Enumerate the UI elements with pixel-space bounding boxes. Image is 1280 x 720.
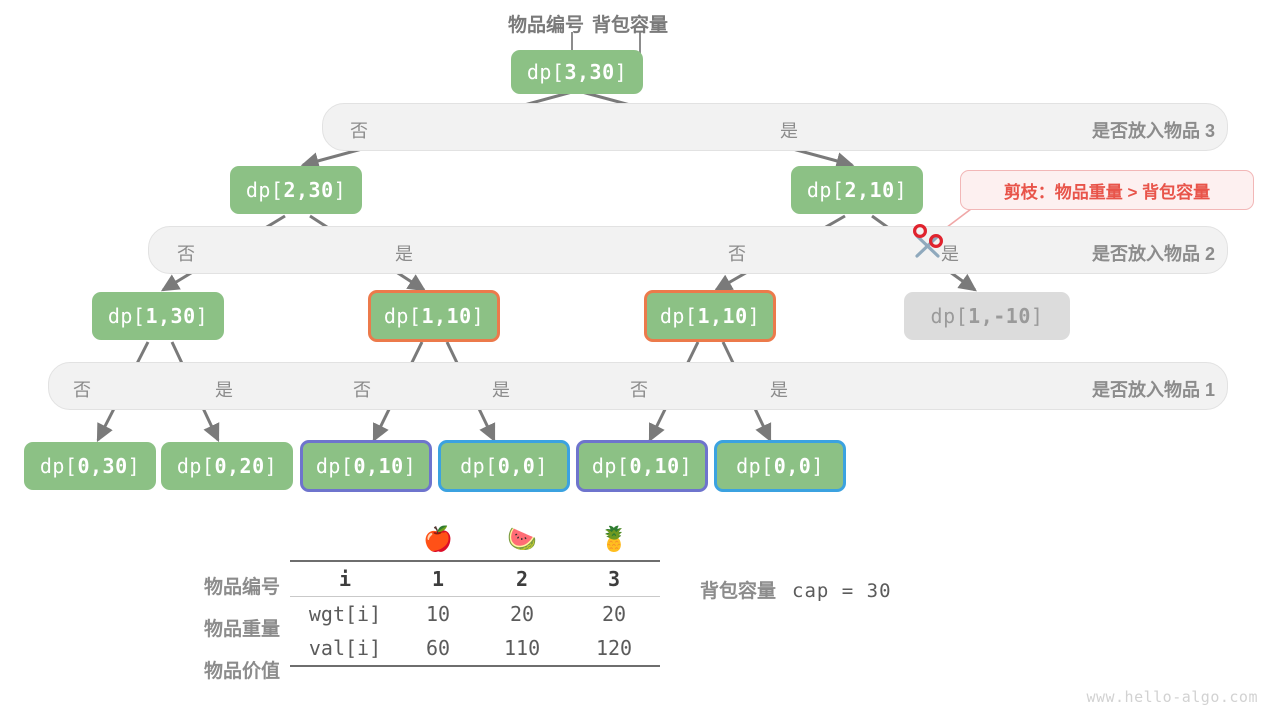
table-row-label-value: 物品价值 — [203, 661, 280, 682]
branch-label-l1-no: 否 — [350, 121, 368, 141]
branch-label-l2-no-a: 否 — [177, 244, 195, 264]
node-text: dp[1,30] — [107, 304, 209, 328]
node-text: dp[1,10] — [659, 304, 761, 328]
node-text: dp[2,10] — [806, 178, 908, 202]
table-cell: 20 — [568, 596, 660, 631]
branch-label-l2-yes-a: 是 — [395, 244, 413, 264]
node-dp-1-neg10-pruned[interactable]: dp[1,-10] — [904, 292, 1070, 340]
branch-label-l3-yes-a: 是 — [215, 380, 233, 400]
watermelon-icon: 🍉 — [507, 526, 537, 553]
table-cell: 20 — [476, 596, 569, 631]
apple-icon: 🍎 — [423, 526, 453, 553]
level-title-item-2: 是否放入物品 2 — [1092, 244, 1216, 264]
table-row-label-weight: 物品重量 — [203, 619, 280, 640]
table-row: val[i] 60 110 120 — [290, 631, 660, 667]
node-dp-0-10-a[interactable]: dp[0,10] — [300, 440, 432, 492]
branch-label-l3-yes-c: 是 — [770, 380, 788, 400]
node-dp-1-10-a[interactable]: dp[1,10] — [368, 290, 500, 342]
table-cell-key: val[i] — [290, 631, 400, 667]
watermark: www.hello-algo.com — [1086, 688, 1258, 706]
node-text: dp[3,30] — [526, 60, 628, 84]
level-bar-item-3 — [322, 103, 1228, 151]
node-text: dp[0,30] — [39, 454, 141, 478]
node-dp-1-30[interactable]: dp[1,30] — [92, 292, 224, 340]
node-text: dp[2,30] — [245, 178, 347, 202]
node-dp-0-0-a[interactable]: dp[0,0] — [438, 440, 570, 492]
table-cell: 10 — [400, 596, 477, 631]
table-row: wgt[i] 10 20 20 — [290, 596, 660, 631]
node-dp-2-30[interactable]: dp[2,30] — [230, 166, 362, 214]
table-grid: 🍎 🍉 🍍 i 1 2 3 wgt[i] 10 20 20 val[i] 60 … — [290, 520, 660, 667]
branch-label-l1-yes: 是 — [780, 121, 798, 141]
node-text: dp[0,10] — [315, 454, 417, 478]
table-cell-key: i — [290, 560, 400, 597]
node-dp-3-30[interactable]: dp[3,30] — [511, 50, 643, 94]
level-title-item-3: 是否放入物品 3 — [1092, 121, 1216, 141]
node-dp-1-10-b[interactable]: dp[1,10] — [644, 290, 776, 342]
node-dp-2-10[interactable]: dp[2,10] — [791, 166, 923, 214]
capacity-note-value: cap = 30 — [792, 580, 892, 602]
branch-label-l3-yes-b: 是 — [492, 380, 510, 400]
node-text: dp[0,10] — [591, 454, 693, 478]
table-cell: 2 — [476, 560, 569, 597]
table-cell-key: wgt[i] — [290, 596, 400, 631]
node-text: dp[0,20] — [176, 454, 278, 478]
level-title-item-1: 是否放入物品 1 — [1092, 380, 1216, 400]
branch-label-l3-no-a: 否 — [73, 380, 91, 400]
header-label-item-index: 物品编号 — [508, 15, 585, 36]
node-text: dp[1,10] — [383, 304, 485, 328]
branch-label-l2-yes-b: 是 — [941, 244, 959, 264]
level-bar-item-2 — [148, 226, 1228, 274]
branch-label-l2-no-b: 否 — [728, 244, 746, 264]
node-dp-0-0-b[interactable]: dp[0,0] — [714, 440, 846, 492]
node-dp-0-30[interactable]: dp[0,30] — [24, 442, 156, 490]
table-cell: 60 — [400, 631, 477, 667]
capacity-note-label: 背包容量 — [700, 581, 777, 602]
header-label-capacity: 背包容量 — [592, 15, 669, 36]
scissors-icon — [913, 223, 944, 258]
table-row: i 1 2 3 — [290, 560, 660, 597]
table-cell: 1 — [400, 560, 477, 597]
table-row-label-index: 物品编号 — [203, 577, 280, 598]
node-dp-0-10-b[interactable]: dp[0,10] — [576, 440, 708, 492]
branch-label-l3-no-c: 否 — [630, 380, 648, 400]
pruning-callout: 剪枝：物品重量 > 背包容量 — [960, 170, 1254, 210]
table-cell: 110 — [476, 631, 569, 667]
level-bar-item-1 — [48, 362, 1228, 410]
node-text: dp[0,0] — [736, 454, 824, 478]
branch-label-l3-no-b: 否 — [353, 380, 371, 400]
node-dp-0-20[interactable]: dp[0,20] — [161, 442, 293, 490]
table-cell: 120 — [568, 631, 660, 667]
table-row-emoji: 🍎 🍉 🍍 — [290, 520, 660, 561]
capacity-note: 背包容量 cap = 30 — [700, 576, 892, 603]
table-cell: 3 — [568, 560, 660, 597]
node-text: dp[1,-10] — [930, 304, 1044, 328]
table-cell-empty — [290, 520, 400, 561]
node-text: dp[0,0] — [460, 454, 548, 478]
pineapple-icon: 🍍 — [599, 526, 629, 553]
